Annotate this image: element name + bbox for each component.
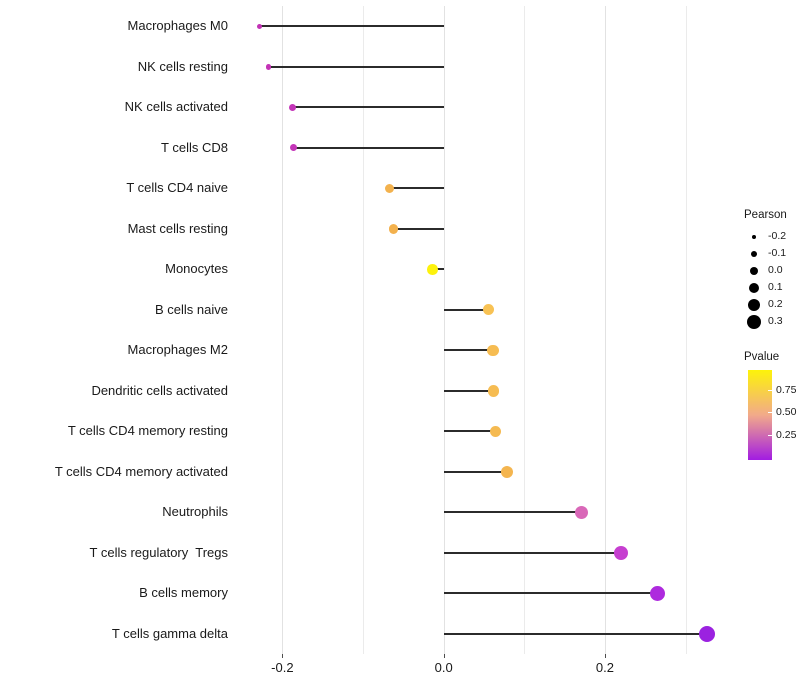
data-point[interactable] (489, 425, 502, 437)
legend-size-entry: -0.1 (744, 245, 800, 262)
legend-size-dot (744, 228, 764, 245)
y-axis-tick-label: T cells CD8 (161, 139, 228, 155)
y-axis-tick-label: NK cells resting (137, 58, 228, 74)
y-axis-tick-label: Neutrophils (162, 504, 228, 520)
data-point[interactable] (487, 344, 499, 356)
data-point[interactable] (384, 183, 395, 193)
legend-size-label: 0.2 (768, 298, 783, 310)
y-axis-tick-label: NK cells activated (124, 99, 228, 115)
legend-pearson-rows: -0.2 -0.1 0.0 0.1 0.2 0.3 (744, 228, 800, 330)
colorbar-tick-label: 0.50 (776, 406, 797, 419)
data-point[interactable] (288, 103, 296, 111)
legend-size-dot (744, 245, 764, 262)
data-point[interactable] (427, 264, 438, 275)
lollipop-stem (443, 430, 496, 433)
legend-pearson-title: Pearson (744, 209, 787, 221)
colorbar-tick-mark (768, 434, 773, 436)
lollipop-stem (443, 551, 622, 554)
y-axis-tick-label: T cells regulatory Tregs (89, 544, 228, 560)
colorbar-tick-mark (768, 412, 773, 414)
legend-size-dot (744, 279, 764, 296)
y-axis-tick-label: Macrophages M2 (127, 342, 228, 358)
gridline-minor (524, 6, 526, 654)
data-point[interactable] (257, 23, 263, 29)
data-point[interactable] (483, 304, 495, 316)
legend-size-label: 0.3 (768, 315, 783, 327)
colorbar-tick-label: 0.75 (776, 383, 797, 396)
data-point[interactable] (487, 385, 500, 397)
data-point[interactable] (575, 505, 589, 519)
lollipop-stem (393, 227, 444, 230)
colorbar-tick-mark (768, 389, 773, 391)
lollipop-stem (443, 592, 658, 595)
data-point[interactable] (500, 465, 513, 478)
x-axis-tick-label: 0.0 (434, 660, 453, 675)
gridline-major (282, 6, 284, 654)
plot-panel (234, 6, 734, 654)
lollipop-stem (389, 187, 444, 190)
lollipop-stem (443, 632, 708, 635)
y-axis-tick-label: B cells memory (139, 585, 228, 601)
legend-size-entry: 0.0 (744, 262, 800, 279)
y-axis-labels: Macrophages M0 NK cells resting NK cells a… (0, 0, 228, 660)
y-axis-tick-label: T cells CD4 memory resting (67, 423, 228, 439)
x-axis-tick-label: 0.2 (595, 660, 614, 675)
gridline-major (443, 6, 445, 654)
gridline-minor (363, 6, 365, 654)
data-point[interactable] (388, 224, 399, 234)
x-axis: -0.2 0.0 0.2 (234, 654, 734, 694)
lollipop-stem (268, 65, 444, 68)
lollipop-stem (259, 25, 444, 28)
x-axis-tick-mark (282, 654, 284, 658)
legend-size-entry: -0.2 (744, 228, 800, 245)
lollipop-stem (443, 389, 494, 392)
lollipop-stem (432, 268, 444, 271)
lollipop-stem (443, 349, 493, 352)
lollipop-stem (292, 106, 444, 109)
legend-size-label: -0.2 (768, 230, 787, 242)
x-axis-tick-label: -0.2 (271, 660, 294, 675)
colorbar-tick-label: 0.25 (776, 428, 797, 441)
data-point[interactable] (614, 545, 629, 560)
lollipop-stem (293, 146, 444, 149)
data-point[interactable] (699, 625, 716, 642)
legend-size-entry: 0.3 (744, 313, 800, 330)
x-axis-tick-mark (443, 654, 445, 658)
legend-size-dot (744, 262, 764, 279)
data-point[interactable] (290, 144, 298, 152)
legend-size-dot (744, 313, 764, 330)
legend-size-dot (744, 296, 764, 313)
legend-pvalue-title: Pvalue (744, 351, 780, 363)
legend-size-entry: 0.2 (744, 296, 800, 313)
lollipop-stem (443, 308, 489, 311)
y-axis-tick-label: B cells naive (155, 301, 228, 317)
legend-size-label: 0.1 (768, 281, 783, 293)
colorbar-gradient (748, 370, 772, 460)
y-axis-tick-label: Mast cells resting (127, 220, 228, 236)
data-point[interactable] (265, 64, 272, 70)
legend-pearson-size: Pearson -0.2 -0.1 0.0 0.1 0.2 0.3 (744, 208, 800, 330)
y-axis-tick-label: Dendritic cells activated (91, 382, 228, 398)
colorbar-wrap: 0.75 0.50 0.25 (744, 370, 800, 462)
lollipop-stem (443, 470, 507, 473)
y-axis-tick-label: T cells gamma delta (111, 625, 228, 641)
data-point[interactable] (649, 585, 665, 601)
x-axis-tick-mark (604, 654, 606, 658)
legend-size-label: 0.0 (768, 264, 783, 276)
y-axis-tick-label: T cells CD4 memory activated (54, 463, 228, 479)
y-axis-tick-label: Monocytes (165, 261, 228, 277)
gridline-minor (685, 6, 687, 654)
y-axis-tick-label: T cells CD4 naive (126, 180, 228, 196)
legend-size-entry: 0.1 (744, 279, 800, 296)
gridline-major (604, 6, 606, 654)
legend-pvalue-colorbar: Pvalue 0.75 0.50 0.25 (744, 350, 800, 462)
lollipop-stem (443, 511, 582, 514)
legend-size-label: -0.1 (768, 247, 787, 259)
y-axis-tick-label: Macrophages M0 (127, 18, 228, 34)
